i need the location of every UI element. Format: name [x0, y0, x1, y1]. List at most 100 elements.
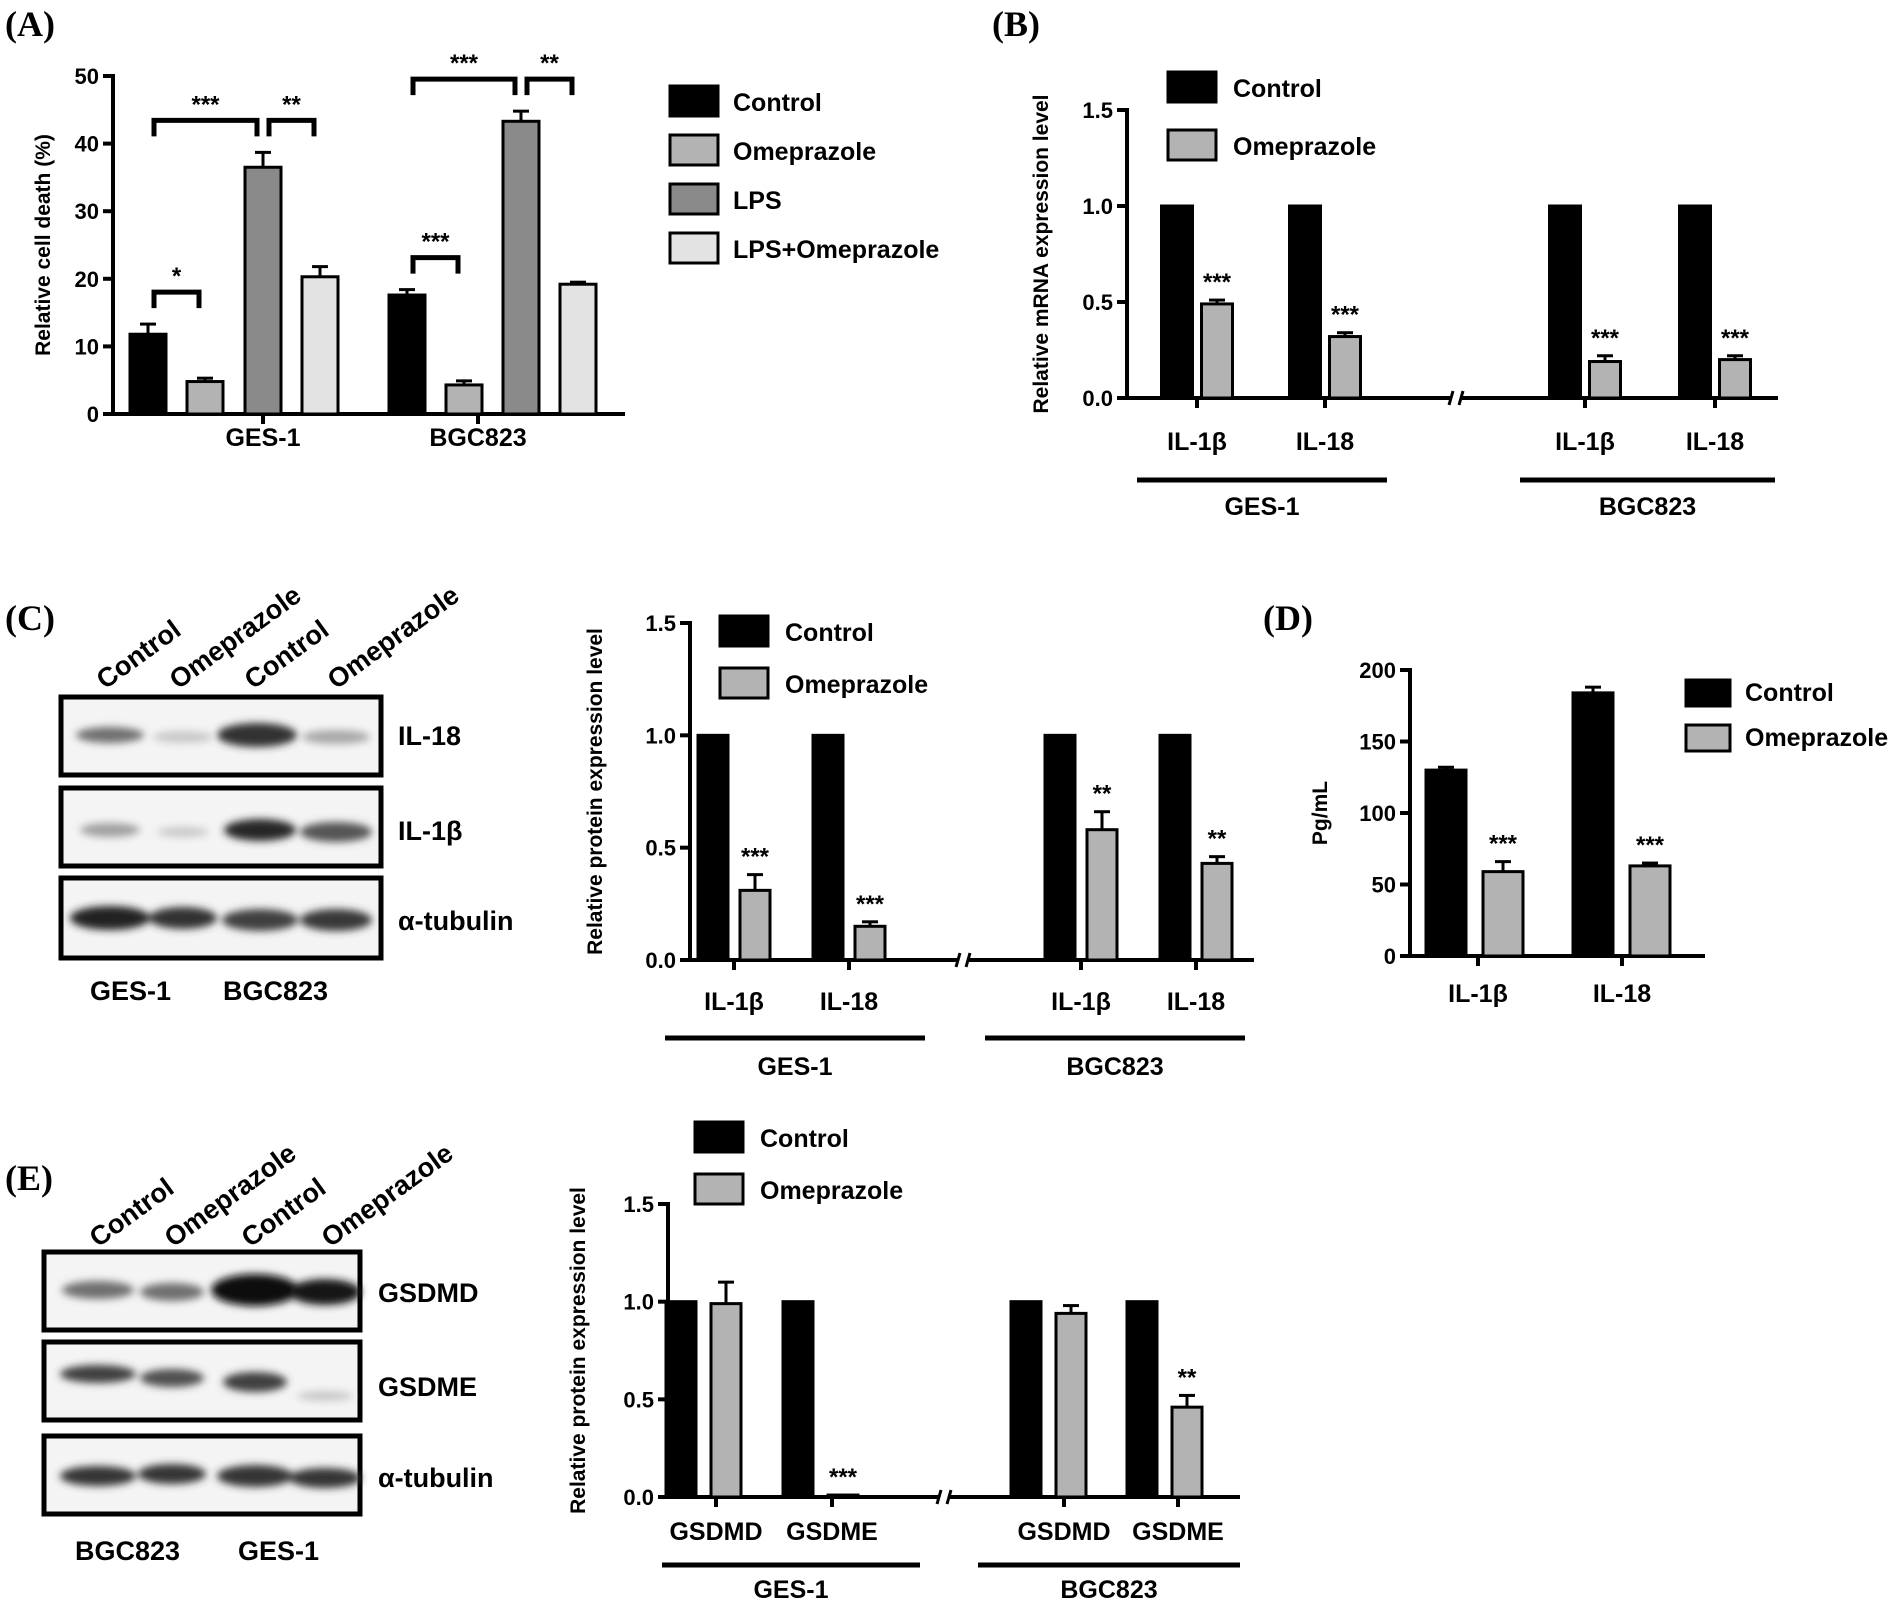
chart-b-bar [1678, 204, 1712, 400]
band [140, 1369, 204, 1387]
blot-c-lane-label: Omeprazole [322, 580, 465, 695]
chart-e-category-label: GSDME [786, 1518, 878, 1546]
chart-c-protein-expression: 0.0 0.5 1.0 1.5 Relative protein expression … [584, 611, 1254, 1081]
band [149, 907, 217, 929]
chart-c-legend-swatch [718, 666, 770, 700]
chart-a-legend-swatch [668, 133, 720, 167]
chart-a-bar [185, 380, 225, 416]
band [300, 909, 372, 931]
chart-a-bracket [151, 117, 260, 137]
chart-a-y-tick-label: 40 [75, 132, 99, 157]
chart-d-legend-label: Control [1745, 679, 1834, 707]
chart-a-category-label: BGC823 [429, 424, 526, 452]
chart-c-significance: *** [856, 891, 885, 918]
chart-e-y-tick-label: 0.0 [623, 1485, 654, 1510]
band [289, 1468, 361, 1488]
blot-e-row-label: α-tubulin [378, 1463, 494, 1493]
chart-b-mrna-expression: 0.0 0.5 1.0 1.5 Relative mRNA expression lev… [1030, 70, 1778, 521]
chart-e-bar [781, 1300, 815, 1499]
band [217, 723, 297, 747]
band [70, 906, 150, 930]
chart-c-bar [738, 888, 772, 962]
band [60, 1365, 136, 1383]
chart-b-category-label: IL-18 [1296, 428, 1354, 456]
chart-e-bar [1125, 1300, 1159, 1499]
chart-b-group-label: BGC823 [1599, 493, 1696, 521]
chart-a-bar [444, 383, 484, 416]
chart-b-bar [1328, 335, 1362, 400]
chart-d-legend-swatch [1684, 723, 1732, 753]
blot-e-row-label: GSDME [378, 1372, 477, 1402]
blot-c-row-label: IL-1β [398, 816, 462, 846]
panel-label-e: (E) [5, 1158, 53, 1198]
chart-a-bracket [266, 117, 317, 137]
chart-a-significance: ** [282, 91, 301, 118]
chart-e-bar [709, 1302, 743, 1499]
band [76, 727, 144, 743]
band [140, 1283, 204, 1301]
chart-d-y-tick-label: 150 [1359, 730, 1396, 755]
chart-d-legend-swatch [1684, 678, 1732, 708]
band [62, 1281, 134, 1299]
chart-b-y-tick-label: 1.0 [1082, 194, 1113, 219]
chart-a-y-tick-label: 0 [87, 402, 99, 427]
chart-a-bracket [151, 289, 202, 309]
chart-d-bar [1571, 691, 1615, 958]
chart-d-y-tick-label: 0 [1384, 944, 1396, 969]
chart-e-gsdm-expression: 0.0 0.5 1.0 1.5 Relative protein expression … [567, 1120, 1240, 1603]
chart-a-legend-label: Omeprazole [733, 138, 876, 166]
band [297, 1391, 353, 1401]
chart-b-legend-swatch [1166, 128, 1218, 162]
chart-b-group-label: GES-1 [1224, 493, 1299, 521]
chart-a-legend-label: LPS+Omeprazole [733, 236, 939, 264]
chart-a-bracket [410, 255, 461, 274]
blot-e-lane-label: Control [84, 1172, 179, 1253]
chart-c-legend-label: Control [785, 619, 874, 647]
chart-d-category-label: IL-18 [1593, 980, 1651, 1008]
chart-b-legend-swatch [1166, 70, 1218, 104]
chart-e-y-tick-label: 1.5 [623, 1192, 654, 1217]
chart-c-bar [1043, 733, 1077, 962]
chart-a-legend-swatch [668, 231, 720, 265]
western-blot-e: Control Omeprazole Control Omeprazole GS… [41, 1138, 494, 1566]
band [211, 1274, 299, 1306]
chart-c-axis-break [964, 952, 972, 968]
chart-d-bar [1424, 768, 1468, 958]
chart-a-bar [558, 282, 598, 416]
chart-e-group-label: BGC823 [1060, 1576, 1157, 1603]
chart-a-y-tick-label: 20 [75, 267, 99, 292]
chart-c-significance: ** [1093, 781, 1112, 808]
chart-a-y-tick-label: 50 [75, 64, 99, 89]
panel-label-b: (B) [992, 4, 1040, 44]
chart-d-category-label: IL-1β [1448, 980, 1508, 1008]
chart-b-bar [1588, 360, 1622, 400]
chart-e-legend-swatch [693, 1172, 745, 1206]
chart-b-bar [1200, 302, 1234, 400]
chart-a-significance: *** [191, 91, 220, 118]
chart-d-y-tick-label: 100 [1359, 801, 1396, 826]
chart-c-y-axis-label: Relative protein expression level [584, 628, 607, 955]
chart-a-legend-label: Control [733, 89, 822, 117]
band [138, 1464, 206, 1484]
chart-e-category-label: GSDMD [1017, 1518, 1110, 1546]
band [157, 827, 209, 837]
chart-b-y-axis-label: Relative mRNA expression level [1030, 94, 1053, 413]
chart-d-elisa: 0 50 100 150 200 Pg/mL *** *** IL-1β IL-18 Control… [1309, 658, 1888, 1008]
chart-e-legend-label: Control [760, 1125, 849, 1153]
chart-a-bar [501, 119, 541, 416]
chart-e-axis-break [945, 1489, 953, 1505]
chart-b-legend-label: Omeprazole [1233, 133, 1376, 161]
band [222, 909, 298, 931]
chart-d-bar [1481, 870, 1525, 958]
chart-c-category-label: IL-1β [1051, 988, 1111, 1016]
chart-b-bar [1288, 204, 1322, 400]
chart-e-category-label: GSDMD [669, 1518, 762, 1546]
chart-d-y-tick-label: 50 [1372, 873, 1396, 898]
chart-d-significance: *** [1636, 832, 1665, 859]
chart-c-significance: ** [1208, 826, 1227, 853]
chart-c-y-tick-label: 1.5 [645, 611, 676, 636]
chart-a-bar [243, 165, 283, 416]
chart-b-significance: *** [1591, 325, 1620, 352]
chart-e-axis-break [935, 1489, 943, 1505]
